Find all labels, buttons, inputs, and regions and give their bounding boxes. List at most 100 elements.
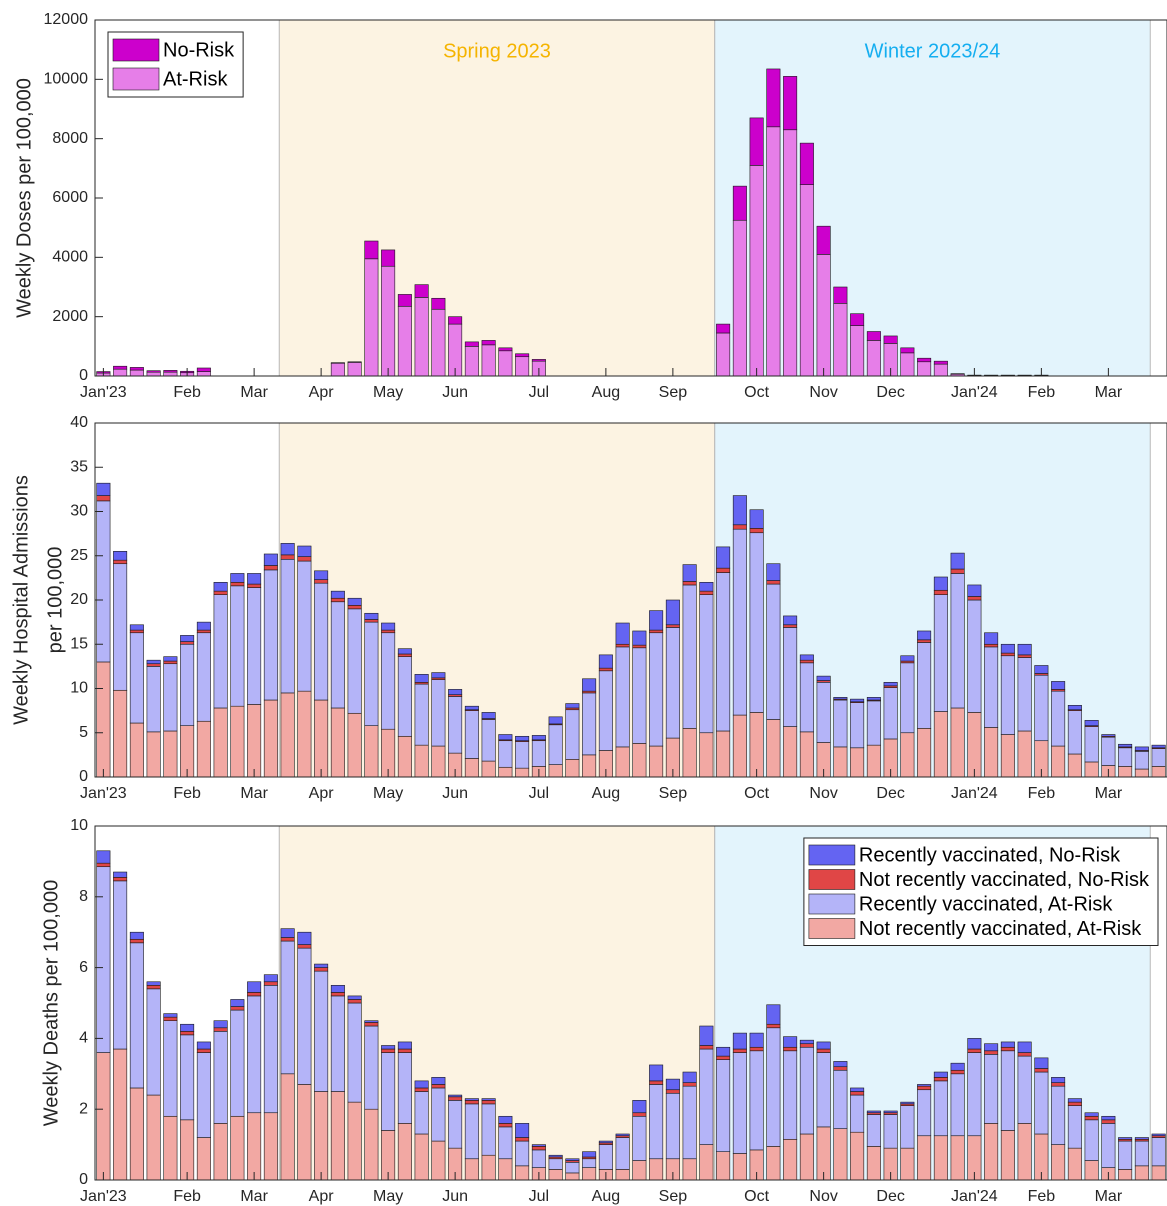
bar-segment xyxy=(448,1094,463,1098)
bar-segment xyxy=(883,335,898,344)
bar-segment xyxy=(146,371,161,377)
bar-segment xyxy=(1034,674,1049,742)
bar-segment xyxy=(833,1066,848,1071)
bar-segment xyxy=(1151,766,1166,778)
bar-segment xyxy=(716,546,731,569)
bar-segment xyxy=(280,937,295,942)
legend-label: Not recently vaccinated, No-Risk xyxy=(859,869,1150,891)
bar-segment xyxy=(330,992,345,997)
bar-segment xyxy=(481,719,496,762)
bar-segment xyxy=(397,735,412,778)
x-tick-label: Mar xyxy=(240,1188,268,1205)
bar-segment xyxy=(866,1114,881,1147)
bar-segment xyxy=(984,727,999,778)
bar-segment xyxy=(230,1006,245,1011)
y-tick-label: 12000 xyxy=(44,11,89,28)
y-tick-label: 6000 xyxy=(52,189,88,206)
bar-segment xyxy=(682,1071,697,1083)
bar-segment xyxy=(481,1154,496,1181)
bar-segment xyxy=(397,656,412,737)
bar-segment xyxy=(498,740,513,768)
bar-segment xyxy=(1067,1101,1082,1106)
x-tick-label: Nov xyxy=(809,1188,837,1205)
bar-segment xyxy=(280,543,295,556)
bar-segment xyxy=(1000,643,1015,654)
bar-segment xyxy=(799,184,814,377)
bar-segment xyxy=(129,367,144,371)
bar-segment xyxy=(917,630,932,641)
bar-segment xyxy=(649,1080,664,1085)
bar-segment xyxy=(1017,654,1032,658)
bar-segment xyxy=(481,712,496,719)
x-tick-label: Mar xyxy=(1095,1188,1123,1205)
bar-segment xyxy=(682,564,697,582)
x-tick-label: Jan'23 xyxy=(80,384,127,401)
bar-segment xyxy=(1067,705,1082,711)
bar-segment xyxy=(1017,657,1032,732)
bar-segment xyxy=(582,754,597,778)
bar-segment xyxy=(783,1138,798,1181)
bar-segment xyxy=(180,1119,195,1181)
bar-segment xyxy=(1067,753,1082,778)
x-tick-label: Nov xyxy=(809,384,837,401)
bar-segment xyxy=(515,767,530,778)
bar-segment xyxy=(716,1046,731,1057)
bar-segment xyxy=(431,1087,446,1142)
bar-segment xyxy=(933,594,948,712)
bar-segment xyxy=(1084,1115,1099,1121)
bar-segment xyxy=(1151,744,1166,749)
bar-segment xyxy=(615,1133,630,1137)
bar-segment xyxy=(230,585,245,707)
bar-segment xyxy=(163,1020,178,1117)
y-tick-label: 25 xyxy=(70,547,88,564)
bar-segment xyxy=(314,570,329,580)
bar-segment xyxy=(716,332,731,377)
bar-segment xyxy=(531,740,546,767)
y-tick-label: 35 xyxy=(70,458,88,475)
bar-segment xyxy=(230,999,245,1007)
bar-segment xyxy=(850,747,865,778)
y-tick-label: 2000 xyxy=(52,308,88,325)
bar-segment xyxy=(464,758,479,778)
bar-segment xyxy=(414,683,429,746)
bar-segment xyxy=(833,699,848,748)
bar-segment xyxy=(464,1100,479,1105)
bar-segment xyxy=(397,1123,412,1181)
bar-segment xyxy=(213,590,228,595)
bar-segment xyxy=(297,556,312,562)
bar-segment xyxy=(531,359,546,362)
bar-segment xyxy=(113,368,128,377)
bar-segment xyxy=(1101,1119,1116,1124)
bar-segment xyxy=(783,615,798,626)
bar-segment xyxy=(1134,1137,1149,1140)
x-tick-label: Apr xyxy=(309,384,335,401)
bar-segment xyxy=(498,1126,513,1160)
bar-segment xyxy=(565,1158,580,1161)
bar-segment xyxy=(866,331,881,341)
bar-segment xyxy=(163,1013,178,1018)
bar-segment xyxy=(414,1091,429,1135)
y-tick-label: 40 xyxy=(70,414,88,431)
bar-segment xyxy=(431,1140,446,1181)
bar-segment xyxy=(129,369,144,377)
bar-segment xyxy=(565,1162,580,1174)
bar-segment xyxy=(749,117,764,166)
bar-segment xyxy=(397,294,412,307)
bar-segment xyxy=(230,1009,245,1117)
bar-segment xyxy=(1017,1123,1032,1181)
bar-segment xyxy=(749,1046,764,1052)
bar-segment xyxy=(196,621,211,631)
bar-segment xyxy=(850,1087,865,1092)
bar-segment xyxy=(1118,743,1133,748)
bar-segment xyxy=(531,1146,546,1151)
bar-segment xyxy=(766,580,781,585)
bar-segment xyxy=(113,563,128,691)
bar-segment xyxy=(364,621,379,726)
bar-segment xyxy=(665,624,680,628)
bar-segment xyxy=(464,346,479,377)
bar-segment xyxy=(1000,1046,1015,1052)
bar-segment xyxy=(917,1084,932,1087)
bar-segment xyxy=(917,642,932,729)
x-tick-label: Sep xyxy=(659,384,688,401)
y-tick-label: 8 xyxy=(79,888,88,905)
